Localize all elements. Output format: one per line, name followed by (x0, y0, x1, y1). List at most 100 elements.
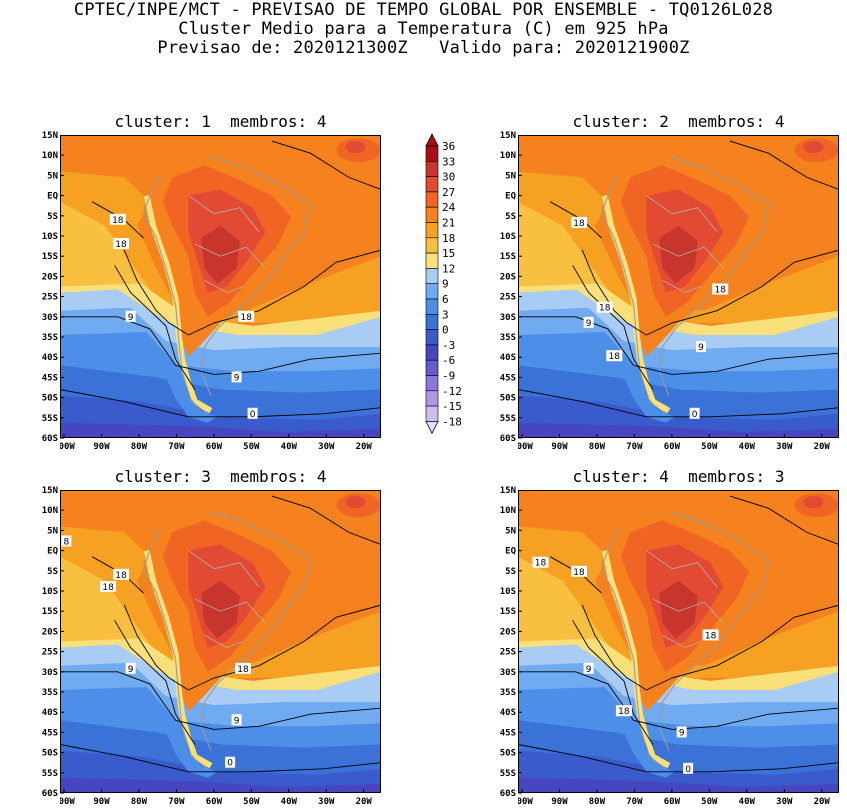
contour-label-bg (676, 726, 687, 738)
contour-label-bg (689, 407, 700, 419)
lat-tick-label: 25S (500, 648, 516, 658)
contour-label: 18 (573, 568, 585, 578)
contour-label: 9 (128, 313, 134, 323)
contour-label-bg (247, 407, 258, 419)
lon-tick-label: 70W (168, 442, 185, 452)
contour-label: 18 (714, 286, 726, 296)
lat-tick-label: 45S (500, 373, 516, 383)
colorbar-swatch (425, 176, 439, 193)
lat-tick-label: 30S (42, 313, 58, 323)
lat-tick-label: 40S (42, 353, 58, 363)
lon-tick-label: 30W (776, 442, 793, 452)
contour-line (60, 389, 381, 418)
lat-tick-label: 45S (500, 728, 516, 738)
lon-tick-label: 40W (739, 797, 756, 807)
contour-label-bg (125, 662, 136, 674)
isotherm-band (60, 490, 381, 612)
lat-tick-label: 25S (500, 293, 516, 303)
contour-line (581, 249, 839, 336)
lon-tick-label: 90W (93, 797, 110, 807)
colorbar-swatch (425, 359, 439, 376)
warm-spot (803, 141, 824, 154)
contour-label-bg (683, 762, 694, 774)
temperature-map: 8181891890100W90W80W70W60W50W40W30W20W (60, 490, 381, 807)
lat-tick-label: 15N (500, 131, 516, 141)
lat-tick-label: EQ (47, 547, 58, 557)
lat-tick-label: 5S (505, 567, 516, 577)
lat-tick-label: 30S (42, 668, 58, 678)
lat-tick-label: EQ (505, 192, 516, 202)
lat-tick-label: 40S (500, 708, 516, 718)
temperature-map: 18 18 18 9 18 9 0 100W 90W 80W 70W 60W 50W 40W 30W 20W (518, 490, 839, 807)
contour-label: 0 (250, 410, 256, 420)
lat-tick-label: 60S (500, 434, 516, 443)
colorbar-swatch (425, 390, 439, 407)
map-frame (60, 135, 381, 438)
lon-tick-label: 60W (206, 797, 223, 807)
contour-label: 0 (227, 759, 233, 769)
lon-tick-label: 30W (318, 797, 335, 807)
lat-tick-label: 15N (42, 131, 58, 141)
colorbar-label: -6 (442, 354, 455, 367)
lat-axis: 15N 10N 5N EQ 5S 10S 15S 20S 25S 30S 35S 40S 45S 50S 5… (500, 486, 517, 798)
map-frame (518, 135, 839, 438)
country-border (194, 598, 266, 624)
lat-tick-label: 15S (500, 252, 516, 262)
contour-label-bg (231, 714, 242, 726)
lat-tick-label: 40S (42, 708, 58, 718)
colorbar-swatch (425, 298, 439, 315)
contour-label-bg (100, 581, 117, 592)
contour-line (572, 265, 654, 390)
coastline (658, 510, 770, 751)
country-border (188, 550, 260, 588)
colorbar-label: -9 (442, 370, 455, 383)
contour-line (518, 744, 839, 773)
contour-label: 9 (234, 373, 240, 383)
contour-label: 9 (698, 343, 704, 353)
colorbar-swatch (425, 405, 439, 422)
main-title: CPTEC/INPE/MCT - PREVISAO DE TEMPO GLOBA… (73, 0, 774, 20)
lat-tick-label: 15S (500, 607, 516, 617)
lat-tick-label: 25S (42, 648, 58, 658)
colorbar-swatch (425, 329, 439, 346)
lat-tick-label: 20S (500, 627, 516, 637)
country-border (646, 550, 718, 588)
lon-tick-label: 40W (281, 797, 298, 807)
lon-tick-label: 60W (664, 797, 681, 807)
colorbar-label: 15 (442, 247, 455, 260)
contour-label-bg (571, 216, 587, 228)
contour-label-bg (113, 238, 129, 250)
lat-axis: 15N 10N 5N EQ 5S 10S 15S 20S 25S 30S 35S 40S 45S 50S 5… (42, 131, 59, 443)
colorbar-swatch (425, 222, 439, 239)
lon-tick-label: 70W (626, 797, 643, 807)
lon-tick-label: 50W (701, 442, 718, 452)
lat-tick-label: 55S (500, 769, 516, 779)
temperature-map: 18 18 9 18 9 0 100W 90W 80W 70W 60W 50W 40W 30W 20W (60, 135, 381, 452)
colorbar-swatch (425, 344, 439, 361)
lat-tick-label: 45S (42, 373, 58, 383)
lat-tick-label: 55S (42, 414, 58, 424)
contour-label: 18 (102, 583, 114, 593)
lat-tick-label: 20S (42, 627, 58, 637)
lon-tick-label: 100W (518, 442, 533, 452)
colorbar-swatch (425, 191, 439, 208)
lat-tick-label: 5S (47, 567, 58, 577)
contour-label-bg (606, 350, 623, 362)
cluster-panel-1: cluster: 1 membros: 4 18 18 9 18 9 0 100W 90W 80… (42, 113, 381, 452)
map-frame (60, 490, 381, 793)
contour-label-bg (712, 283, 729, 295)
lat-tick-label: 35S (500, 688, 516, 698)
colorbar-swatch (425, 252, 439, 269)
lon-tick-label: 70W (168, 797, 185, 807)
colorbar-label: 36 (442, 140, 455, 153)
colorbar-label: -3 (442, 339, 455, 352)
colorbar-label: 21 (442, 217, 455, 230)
colorbar-bottom-arrow (425, 420, 439, 435)
contour-label: 18 (705, 631, 717, 641)
isotherm-band (60, 777, 381, 793)
contour-label-bg (532, 556, 549, 568)
lon-tick-label: 20W (356, 442, 373, 452)
contour-label-bg (235, 662, 251, 674)
lat-tick-label: 45S (42, 728, 58, 738)
panel-title: cluster: 2 membros: 4 (572, 112, 785, 131)
